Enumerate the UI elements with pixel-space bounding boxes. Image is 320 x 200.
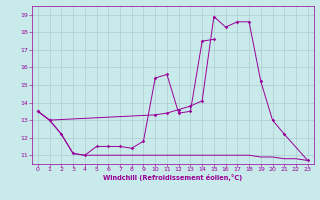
- X-axis label: Windchill (Refroidissement éolien,°C): Windchill (Refroidissement éolien,°C): [103, 174, 243, 181]
